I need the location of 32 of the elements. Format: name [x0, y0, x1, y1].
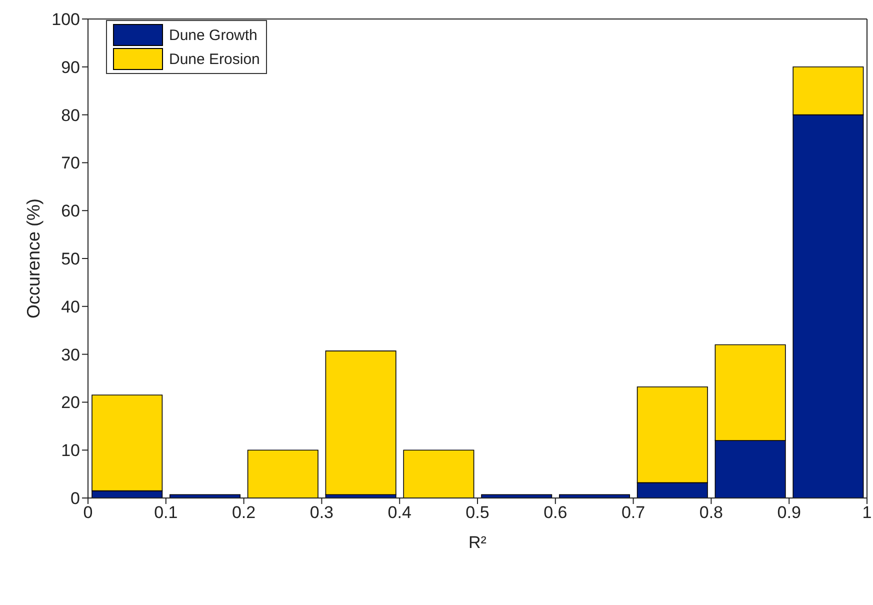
bar	[481, 494, 552, 498]
y-tick-label: 90	[61, 58, 80, 77]
y-tick-label: 70	[61, 154, 80, 173]
y-tick-label: 40	[61, 297, 80, 316]
y-tick-label: 20	[61, 393, 80, 412]
x-tick-label: 0.1	[154, 503, 178, 522]
y-tick-label: 0	[70, 489, 80, 508]
bar	[170, 494, 240, 498]
x-tick-label: 0.8	[699, 503, 724, 522]
x-axis-title: R²	[468, 533, 487, 552]
x-tick-label: 0.9	[777, 503, 801, 522]
x-tick-label: 1	[862, 503, 872, 522]
y-tick-label: 80	[61, 106, 80, 125]
x-tick-label: 0	[83, 503, 93, 522]
y-tick-label: 60	[61, 202, 80, 221]
x-tick-label: 0.3	[310, 503, 334, 522]
x-tick-label: 0.6	[544, 503, 568, 522]
y-tick-label: 10	[61, 441, 80, 460]
bar	[325, 350, 396, 496]
y-axis-title: Occurence (%)	[23, 198, 44, 318]
bar	[403, 450, 474, 498]
x-tick-label: 0.4	[388, 503, 412, 522]
y-tick-label: 30	[61, 345, 80, 364]
y-tick-label: 100	[52, 10, 80, 30]
x-tick-label: 0.2	[232, 503, 256, 522]
bar	[559, 494, 630, 498]
legend-label: Dune Growth	[169, 26, 258, 44]
y-tick-label: 50	[61, 250, 80, 269]
x-tick-label: 0.7	[621, 503, 646, 522]
x-tick-label: 0.5	[466, 503, 490, 522]
legend-label: Dune Erosion	[169, 50, 260, 68]
bar	[247, 450, 318, 498]
